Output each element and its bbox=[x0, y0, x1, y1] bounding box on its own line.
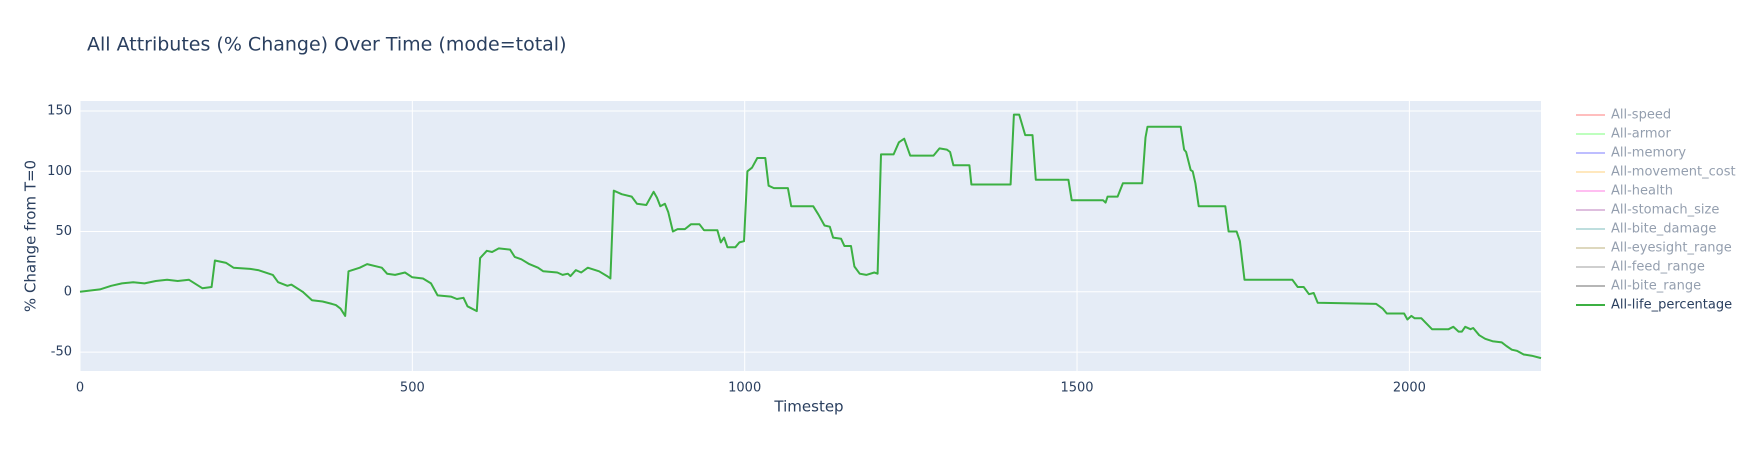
x-axis-title: Timestep bbox=[773, 398, 843, 416]
x-tick-label: 2000 bbox=[1393, 381, 1426, 396]
y-axis-title: % Change from T=0 bbox=[22, 160, 40, 312]
legend-label[interactable]: All-life_percentage bbox=[1611, 298, 1732, 313]
legend-label[interactable]: All-bite_range bbox=[1611, 279, 1701, 294]
legend-label[interactable]: All-stomach_size bbox=[1611, 203, 1719, 218]
legend-label[interactable]: All-armor bbox=[1611, 127, 1672, 142]
legend-label[interactable]: All-speed bbox=[1611, 108, 1671, 123]
x-tick-label: 500 bbox=[400, 381, 425, 396]
legend-label[interactable]: All-eyesight_range bbox=[1611, 241, 1732, 256]
legend-label[interactable]: All-health bbox=[1611, 184, 1673, 199]
y-tick-label: -50 bbox=[51, 345, 72, 360]
y-tick-label: 0 bbox=[64, 284, 72, 299]
x-tick-label: 1000 bbox=[728, 381, 761, 396]
y-tick-label: 50 bbox=[55, 224, 72, 239]
x-tick-label: 1500 bbox=[1060, 381, 1093, 396]
plot-area bbox=[80, 101, 1541, 371]
data-line bbox=[79, 113, 1542, 360]
legend-label[interactable]: All-memory bbox=[1611, 146, 1686, 161]
chart-title: All Attributes (% Change) Over Time (mod… bbox=[87, 34, 566, 56]
legend-label[interactable]: All-movement_cost bbox=[1611, 165, 1736, 180]
y-tick-label: 150 bbox=[47, 104, 72, 119]
x-tick-label: 0 bbox=[76, 381, 84, 396]
legend-label[interactable]: All-bite_damage bbox=[1611, 222, 1716, 237]
legend-label[interactable]: All-feed_range bbox=[1611, 260, 1705, 275]
y-tick-label: 100 bbox=[47, 164, 72, 179]
